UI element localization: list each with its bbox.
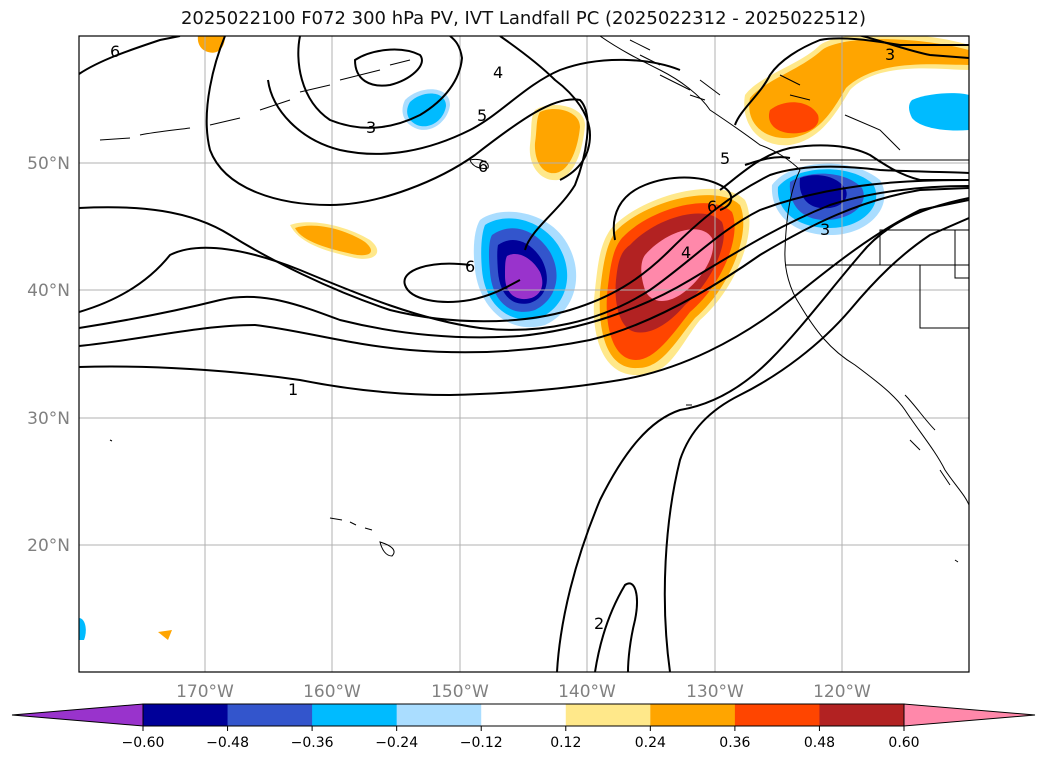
colorbar-swatch bbox=[565, 704, 651, 726]
contour-label: 3 bbox=[820, 220, 830, 239]
gridlines bbox=[79, 36, 969, 672]
lon-label-170w: 170°W bbox=[176, 682, 234, 702]
colorbar-tick-label: −0.48 bbox=[206, 735, 249, 751]
contour-label: 6 bbox=[110, 42, 120, 61]
contour-label: 3 bbox=[885, 45, 895, 64]
lon-label-130w: 130°W bbox=[686, 682, 744, 702]
contour-label: 5 bbox=[720, 149, 730, 168]
contour-label: 4 bbox=[681, 243, 691, 262]
map-plot-area bbox=[79, 36, 969, 672]
colorbar-frame bbox=[142, 703, 905, 727]
colorbar-swatch bbox=[227, 704, 313, 726]
colorbar-tick-label: 0.60 bbox=[888, 735, 919, 751]
contour-label: 6 bbox=[465, 257, 475, 276]
colorbar-swatch bbox=[143, 704, 229, 726]
colorbar-swatch bbox=[650, 704, 736, 726]
colorbar-tick-label: 0.12 bbox=[550, 735, 581, 751]
lon-label-160w: 160°W bbox=[303, 682, 361, 702]
contour-label: 5 bbox=[477, 106, 487, 125]
colorbar-tick-label: −0.12 bbox=[460, 735, 503, 751]
latitude-labels: 50°N 40°N 30°N 20°N bbox=[27, 154, 70, 556]
colorbar-tick-label: 0.36 bbox=[719, 735, 750, 751]
lon-label-140w: 140°W bbox=[558, 682, 616, 702]
colorbar-extend-low bbox=[11, 703, 144, 727]
map-title: 2025022100 F072 300 hPa PV, IVT Landfall… bbox=[180, 8, 867, 29]
lat-label-40n: 40°N bbox=[27, 281, 70, 301]
lat-label-20n: 20°N bbox=[27, 536, 70, 556]
colorbar: −0.60 −0.48 −0.36 −0.24 −0.12 0.12 0.24 0.36 0.4… bbox=[11, 703, 1036, 751]
contour-labels: 6 4 5 3 6 5 6 4 6 1 2 3 3 bbox=[110, 42, 895, 633]
lon-label-150w: 150°W bbox=[431, 682, 489, 702]
longitude-labels: 170°W 160°W 150°W 140°W 130°W 120°W bbox=[176, 682, 871, 702]
contour-label: 1 bbox=[288, 380, 298, 399]
colorbar-swatch bbox=[734, 704, 820, 726]
contour-label: 6 bbox=[707, 197, 717, 216]
colorbar-swatch bbox=[819, 704, 905, 726]
contour-label: 3 bbox=[366, 118, 376, 137]
colorbar-swatch bbox=[312, 704, 398, 726]
plot-frame bbox=[78, 35, 970, 673]
colorbar-extend-high bbox=[903, 703, 1036, 727]
lat-label-50n: 50°N bbox=[27, 154, 70, 174]
contour-label: 2 bbox=[594, 614, 604, 633]
colorbar-tick-label: −0.24 bbox=[375, 735, 418, 751]
colorbar-tick-label: −0.36 bbox=[291, 735, 334, 751]
contour-label: 4 bbox=[493, 63, 503, 82]
colorbar-swatch bbox=[396, 704, 482, 726]
colorbar-tick-label: −0.60 bbox=[122, 735, 165, 751]
lon-label-120w: 120°W bbox=[813, 682, 871, 702]
colorbar-tick-label: 0.24 bbox=[635, 735, 666, 751]
contour-label: 6 bbox=[478, 157, 488, 176]
colorbar-tick-label: 0.48 bbox=[804, 735, 835, 751]
colorbar-swatch bbox=[481, 704, 567, 726]
pv-contours bbox=[79, 36, 969, 672]
lat-label-30n: 30°N bbox=[27, 409, 70, 429]
